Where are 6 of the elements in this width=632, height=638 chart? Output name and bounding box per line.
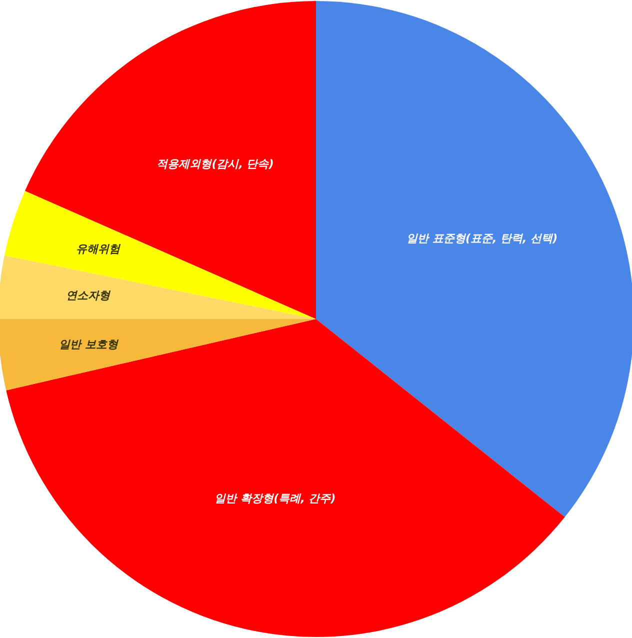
slice-label: 유해위험 xyxy=(76,242,121,256)
slice-label: 일반 표준형(표준, 탄력, 선택) xyxy=(406,232,558,245)
slice-label: 일반 확장형(특례, 간주) xyxy=(214,492,336,505)
slice-label: 적용제외형(감시, 단속) xyxy=(156,158,274,171)
slice-label: 연소자형 xyxy=(66,289,112,302)
slice-label: 일반 보호형 xyxy=(59,338,119,351)
